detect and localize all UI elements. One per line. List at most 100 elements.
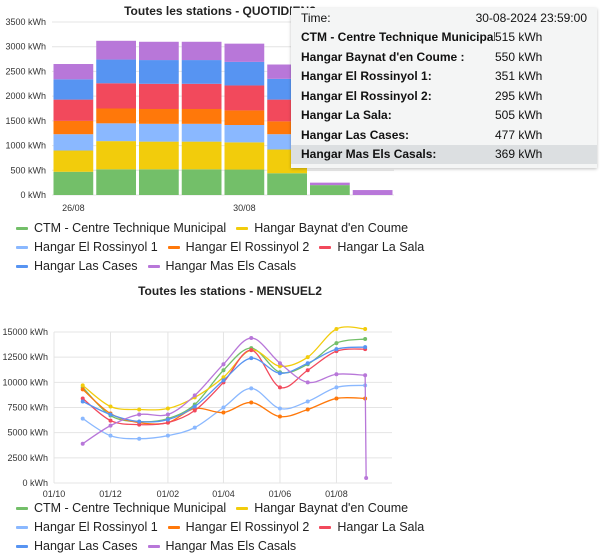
daily-legend-item-mas[interactable]: Hangar Mas Els Casals [147,257,296,276]
monthly-point-cases[interactable] [249,356,254,361]
monthly-legend-item-sala[interactable]: Hangar La Sala [319,518,424,537]
monthly-point-rossinyol1[interactable] [221,405,226,410]
daily-bar-ctm[interactable] [181,169,222,195]
monthly-point-rossinyol2[interactable] [334,396,339,401]
monthly-point-rossinyol1[interactable] [305,399,310,404]
daily-bar-cases[interactable] [53,79,94,100]
monthly-point-rossinyol1[interactable] [277,406,282,411]
monthly-legend-item-mas[interactable]: Hangar Mas Els Casals [147,537,296,556]
monthly-point-mas[interactable] [108,423,113,428]
monthly-point-mas[interactable] [221,362,226,367]
monthly-point-mas[interactable] [305,380,310,385]
monthly-point-rossinyol1[interactable] [249,386,254,391]
monthly-point-cases[interactable] [192,404,197,409]
monthly-point-mas[interactable] [165,412,170,417]
daily-bar-sala[interactable] [224,85,265,111]
monthly-point-cases[interactable] [277,371,282,376]
daily-bar-mas[interactable] [181,41,222,61]
monthly-point-ctm[interactable] [334,341,339,346]
daily-legend-item-rossinyol2[interactable]: Hangar El Rossinyol 2 [167,238,309,257]
monthly-legend-item-baynat[interactable]: Hangar Baynat d'en Coume [236,499,408,518]
daily-bar-rossinyol2[interactable] [53,120,94,135]
daily-bar-ctm[interactable] [267,173,307,195]
monthly-point-cases[interactable] [334,347,339,352]
monthly-point-cases[interactable] [165,417,170,422]
monthly-point-ctm[interactable] [221,368,226,373]
monthly-point-baynat[interactable] [80,383,85,388]
monthly-point-cases[interactable] [221,378,226,383]
monthly-point-rossinyol1[interactable] [137,436,142,441]
monthly-point-cases[interactable] [108,412,113,417]
monthly-point-baynat[interactable] [221,375,226,380]
monthly-line-chart[interactable]: 0 kWh 2500 kWh 5000 kWh 7500 kWh 10000 kWh 12… [0,300,600,520]
daily-bar-mas[interactable] [310,182,350,186]
monthly-point-rossinyol2[interactable] [277,414,282,419]
monthly-point-mas[interactable] [249,336,254,341]
daily-bar-ctm[interactable] [139,169,179,195]
daily-bar-sala[interactable] [96,83,136,109]
monthly-point-mas[interactable] [277,361,282,366]
daily-bar-sala[interactable] [53,99,94,121]
monthly-point-rossinyol1[interactable] [108,433,113,438]
monthly-point-rossinyol1[interactable] [334,385,339,390]
monthly-point-mas[interactable] [137,412,142,417]
daily-bar-baynat[interactable] [139,141,179,170]
daily-legend-item-cases[interactable]: Hangar Las Cases [16,257,138,276]
monthly-point-rossinyol1[interactable] [192,425,197,430]
monthly-point-rossinyol2[interactable] [221,410,226,415]
daily-bar-sala[interactable] [181,83,222,109]
daily-bar-cases[interactable] [181,60,222,84]
daily-bar-cases[interactable] [139,60,179,84]
daily-bar-ctm[interactable] [310,185,350,195]
daily-bar-rossinyol2[interactable] [96,108,136,124]
monthly-point-baynat[interactable] [137,407,142,412]
monthly-point-rossinyol2[interactable] [249,400,254,405]
monthly-point-mas[interactable] [192,393,197,398]
daily-bar-rossinyol2[interactable] [181,108,222,124]
monthly-point-mas[interactable] [334,372,339,377]
daily-bar-rossinyol2[interactable] [224,110,265,126]
daily-bar-rossinyol1[interactable] [96,123,136,142]
daily-bar-ctm[interactable] [96,169,136,195]
monthly-point-sala[interactable] [137,422,142,427]
monthly-point-baynat[interactable] [108,404,113,409]
monthly-point-rossinyol1[interactable] [165,433,170,438]
monthly-point-cases[interactable] [305,361,310,366]
daily-bar-rossinyol1[interactable] [53,134,94,151]
daily-bar-mas[interactable] [53,64,94,80]
monthly-point-rossinyol2[interactable] [80,387,85,392]
monthly-point-sala[interactable] [108,418,113,423]
monthly-point-sala[interactable] [165,420,170,425]
monthly-point-cases[interactable] [137,419,142,424]
daily-bar-mas[interactable] [224,43,265,62]
daily-bar-rossinyol2[interactable] [139,108,179,124]
monthly-point-baynat[interactable] [334,326,339,331]
monthly-point-cases[interactable] [80,399,85,404]
monthly-point-baynat[interactable] [305,355,310,360]
daily-bar-sala[interactable] [139,83,179,109]
monthly-point-mas[interactable] [363,373,368,378]
monthly-legend-item-rossinyol1[interactable]: Hangar El Rossinyol 1 [16,518,158,537]
daily-bar-rossinyol1[interactable] [181,123,222,142]
daily-bar-cases[interactable] [96,59,136,84]
monthly-legend-item-cases[interactable]: Hangar Las Cases [16,537,138,556]
daily-bar-rossinyol1[interactable] [224,125,265,143]
daily-bar-mas[interactable] [139,41,179,61]
monthly-legend-item-ctm[interactable]: CTM - Centre Technique Municipal [16,499,226,518]
daily-bar-baynat[interactable] [224,142,265,170]
daily-bar-ctm[interactable] [53,171,94,195]
monthly-point-cases[interactable] [363,345,368,350]
monthly-point-mas[interactable] [364,475,369,480]
monthly-point-sala[interactable] [192,408,197,413]
daily-bar-baynat[interactable] [96,141,136,170]
daily-bar-baynat[interactable] [53,150,94,172]
monthly-point-sala[interactable] [277,385,282,390]
daily-bar-rossinyol1[interactable] [139,123,179,142]
monthly-point-sala[interactable] [249,348,254,353]
daily-legend-item-sala[interactable]: Hangar La Sala [319,238,424,257]
monthly-legend-item-rossinyol2[interactable]: Hangar El Rossinyol 2 [167,518,309,537]
monthly-point-baynat[interactable] [277,364,282,369]
daily-bar-mas[interactable] [352,190,393,195]
daily-bar-ctm[interactable] [224,169,265,195]
daily-legend-item-baynat[interactable]: Hangar Baynat d'en Coume [236,219,408,238]
